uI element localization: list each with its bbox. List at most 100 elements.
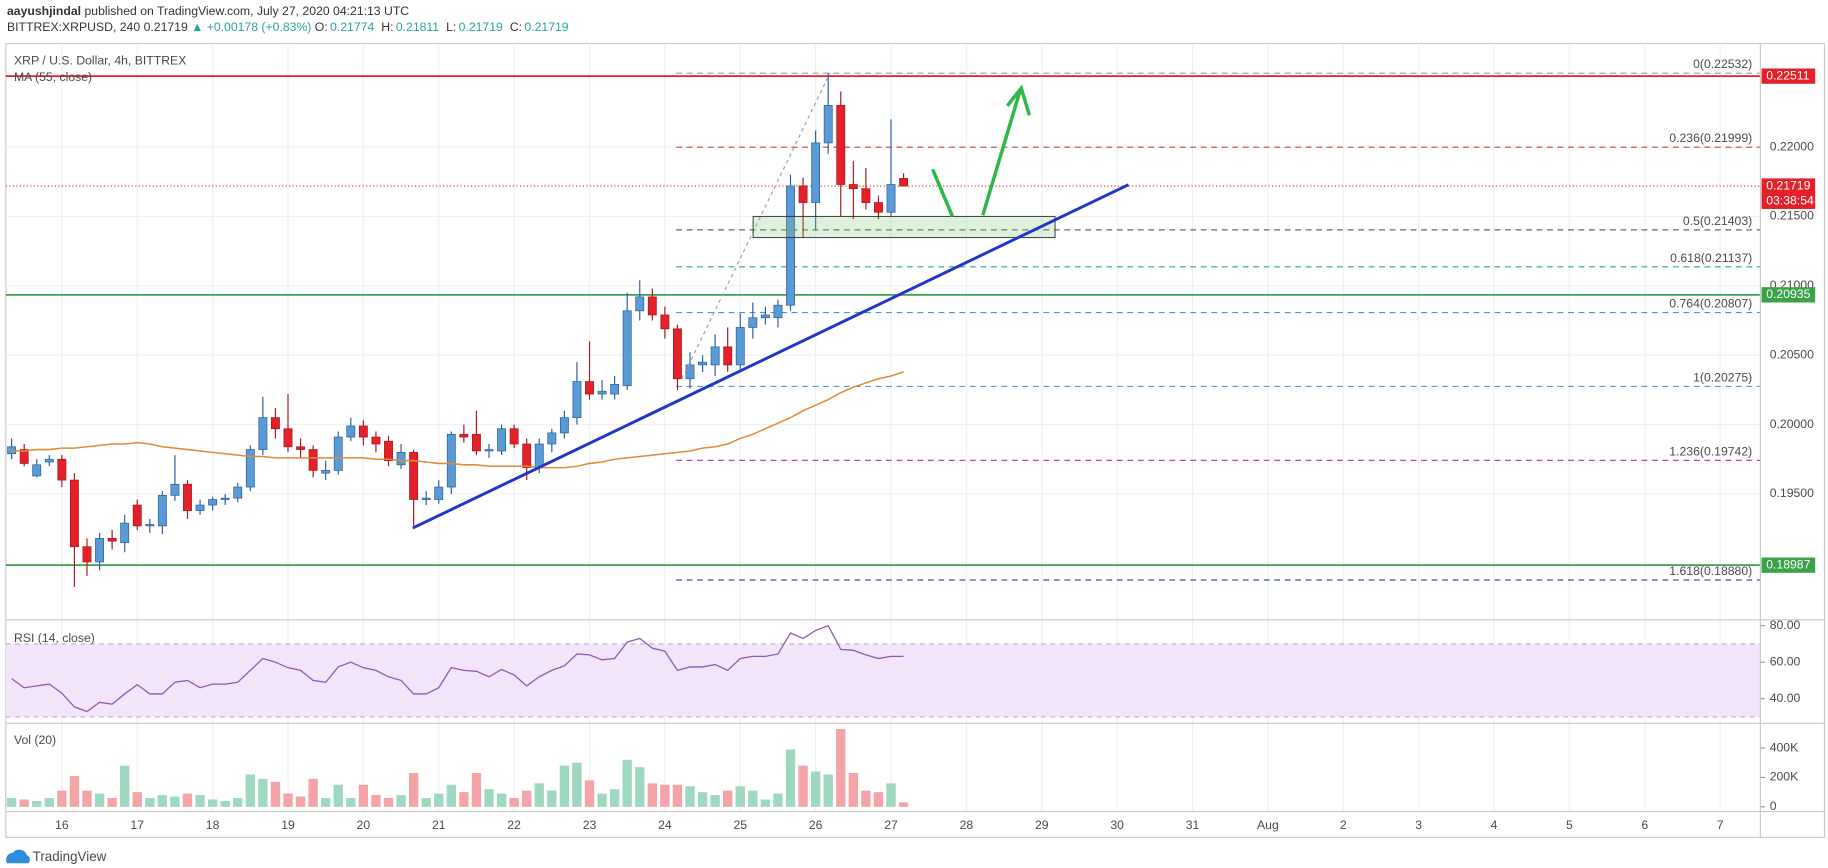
level-tag-label: 0.20935 — [1766, 287, 1810, 301]
volume-bar — [69, 775, 80, 807]
candle-body — [811, 142, 821, 203]
candle-body — [69, 479, 79, 548]
countdown: 03:38:54 — [1766, 194, 1814, 208]
x-tick-label: 23 — [583, 818, 597, 832]
volume-bar — [19, 799, 29, 807]
volume-bar — [735, 786, 745, 807]
volume-bar — [484, 789, 494, 807]
candle-body — [597, 390, 607, 395]
ohlc-key: C: — [510, 20, 522, 34]
candle-body — [208, 499, 218, 506]
y-tick-label: 0.20500 — [1770, 347, 1814, 361]
candle-body — [170, 483, 180, 496]
candle-body — [321, 470, 331, 474]
volume-bar — [220, 800, 230, 807]
candle-body — [183, 483, 192, 511]
x-tick-label: 22 — [507, 818, 521, 832]
candle-body — [760, 314, 770, 319]
candle-body — [107, 538, 117, 542]
brand: TradingView — [33, 849, 107, 864]
ohlc-value: 0.21811 — [396, 20, 439, 34]
candle-body — [271, 417, 280, 430]
volume-bar — [170, 796, 180, 807]
candle-body — [308, 449, 318, 471]
fib-label: 1.236(0.19742) — [1669, 444, 1752, 458]
level-tag-label: 0.22511 — [1766, 68, 1809, 82]
rsi-line — [11, 624, 904, 713]
ohlc-key: L: — [446, 20, 456, 34]
fib-trend — [681, 72, 831, 379]
fib-label: 0.5(0.21403) — [1683, 214, 1752, 228]
candle-body — [723, 346, 733, 366]
candle-body — [296, 446, 305, 450]
volume-bar — [760, 799, 771, 807]
fib-label: 0.764(0.20807) — [1669, 297, 1752, 311]
candle-body — [874, 202, 883, 213]
y-tick-label: 0.19500 — [1770, 486, 1814, 500]
volume-bar — [258, 778, 268, 807]
chart-title: XRP / U.S. Dollar, 4h, BITTREX — [14, 53, 186, 67]
y-tick-label: 0.21500 — [1770, 209, 1814, 223]
volume-bar — [785, 749, 796, 807]
fib-label: 1(0.20275) — [1693, 370, 1752, 384]
volume-bar — [622, 759, 632, 807]
candle-body — [673, 328, 682, 380]
fib-label: 0.236(0.21999) — [1669, 131, 1752, 145]
x-tick-label: 17 — [130, 818, 144, 832]
volume-bar — [748, 790, 758, 807]
volume-bar — [773, 793, 783, 807]
candle-body — [358, 425, 368, 438]
x-tick-label: 30 — [1110, 818, 1124, 832]
volume-bar — [233, 798, 243, 807]
volume-bar — [572, 762, 582, 807]
volume-bar — [421, 798, 431, 807]
candle-body — [245, 449, 255, 488]
volume-bar — [798, 765, 808, 807]
support-zone — [752, 215, 1056, 239]
volume-bar — [371, 795, 381, 807]
symbol-line: BITTREX:XRPUSD, 240 0.21719 ▲ +0.00178 (… — [7, 20, 569, 34]
x-tick-label: 26 — [809, 818, 823, 832]
volume-bar — [57, 790, 67, 807]
candle-body — [861, 188, 871, 203]
candle-body — [710, 346, 720, 366]
candle-body — [346, 425, 356, 438]
x-tick-label: 19 — [281, 818, 295, 832]
x-tick-label: 7 — [1717, 818, 1724, 832]
candle-body — [572, 381, 582, 418]
x-tick-label: 28 — [960, 818, 974, 832]
level-tag-label: 0.18987 — [1766, 557, 1810, 571]
x-tick-label: 2 — [1340, 818, 1347, 832]
last-price: 0.21719 — [144, 20, 188, 34]
fib-label: 0(0.22532) — [1693, 57, 1752, 71]
candle-body — [396, 451, 406, 466]
published: published on TradingView.com, July 27, 2… — [84, 4, 409, 18]
candle-body — [848, 184, 858, 190]
x-tick-label: 27 — [884, 818, 898, 832]
candle-body — [647, 296, 657, 316]
y-tick-label: 200K — [1770, 770, 1799, 784]
candle-body — [823, 105, 833, 144]
candle-body — [333, 436, 343, 471]
candle-body — [82, 546, 92, 563]
x-tick-label: 25 — [733, 818, 747, 832]
fib-label: 0.618(0.21137) — [1670, 251, 1752, 265]
candle-body — [145, 524, 155, 527]
candle-body — [773, 304, 783, 319]
candle-body — [258, 417, 268, 450]
volume-bar — [547, 790, 557, 807]
candle-body — [233, 486, 243, 499]
level-tag — [1761, 68, 1816, 84]
ohlc-value: 0.21719 — [524, 20, 568, 34]
candle-body — [44, 458, 54, 463]
candle-body — [95, 538, 104, 563]
volume-bar — [898, 802, 909, 807]
candle-body — [371, 436, 381, 445]
axis-layer: 16 17 18 19 20 21 22 23 24 25 26 27 28 29 30 31 Aug 2 3 4 5 6… — [55, 68, 1816, 832]
candle-body — [484, 449, 494, 452]
x-tick-label: 21 — [432, 818, 446, 832]
vol-title: Vol (20) — [14, 733, 56, 747]
volume-bar — [44, 798, 54, 807]
